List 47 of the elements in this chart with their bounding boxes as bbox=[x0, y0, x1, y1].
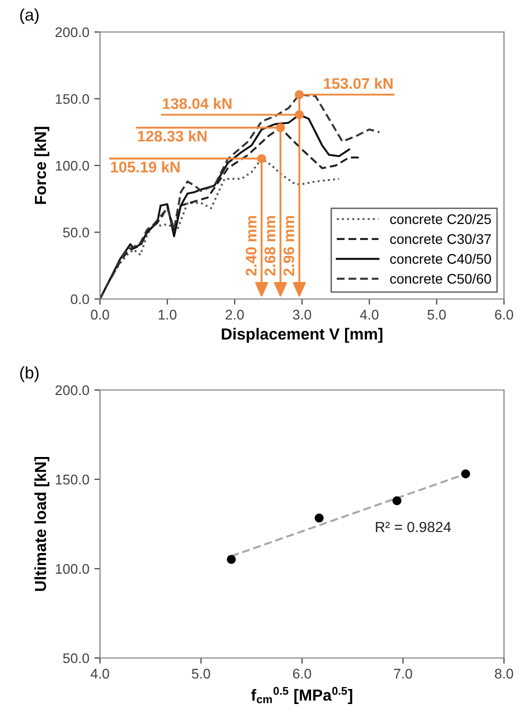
x-tick-label: 8.0 bbox=[494, 668, 514, 679]
x-tick-label: 3.0 bbox=[292, 310, 312, 320]
point bbox=[392, 496, 402, 506]
annotation: 2.68 mm bbox=[264, 216, 276, 276]
y-axis-title: Force [kN] bbox=[34, 126, 50, 204]
x-tick-label: 2.0 bbox=[226, 310, 244, 320]
y-tick-label: 100.0 bbox=[56, 564, 90, 574]
annotation: 153.07 kN bbox=[324, 78, 393, 89]
annotation: 128.33 kN bbox=[138, 130, 207, 142]
x-tick-label: 5.0 bbox=[192, 668, 210, 679]
point bbox=[276, 123, 285, 132]
point bbox=[461, 469, 470, 478]
x-tick-label: 5.0 bbox=[428, 310, 446, 320]
y-tick-label: 50.0 bbox=[63, 228, 90, 238]
x-tick-label: 0.0 bbox=[90, 310, 110, 320]
point bbox=[314, 514, 324, 523]
x-axis-title: Displacement V [mm] bbox=[222, 328, 382, 343]
chart-title: (b) bbox=[20, 366, 39, 382]
legend-label: concrete C50/60 bbox=[390, 274, 491, 284]
point bbox=[226, 554, 236, 564]
y-tick-label: 200.0 bbox=[56, 385, 90, 396]
point bbox=[257, 154, 266, 164]
point bbox=[294, 90, 304, 100]
x-tick-label: 4.0 bbox=[360, 310, 378, 320]
legend-label: concrete C40/50 bbox=[390, 254, 491, 264]
y-tick-label: 50.0 bbox=[63, 653, 90, 664]
x-tick-label: 6.0 bbox=[495, 310, 514, 320]
point bbox=[294, 110, 304, 120]
annotation: 2.40 mm bbox=[246, 216, 257, 276]
annotation: 2.96 mm bbox=[283, 216, 294, 276]
x-tick-label: 4.0 bbox=[90, 668, 110, 679]
y-tick-label: 150.0 bbox=[56, 474, 90, 485]
chart-title: (a) bbox=[20, 8, 39, 24]
y-axis-title: Ultimate load [kN] bbox=[34, 457, 50, 591]
y-tick-label: 0.0 bbox=[70, 294, 90, 304]
y-tick-label: 100.0 bbox=[56, 160, 90, 171]
x-tick-label: 6.0 bbox=[293, 668, 312, 679]
annotation: 138.04 kN bbox=[162, 98, 232, 110]
y-tick-label: 200.0 bbox=[56, 27, 90, 38]
x-axis-title: f$_{cm}$$^{0.5}$ [MPa$^{0.5}$] bbox=[251, 686, 352, 704]
y-tick-label: 150.0 bbox=[56, 94, 90, 104]
x-tick-label: 1.0 bbox=[158, 310, 176, 320]
legend-label: concrete C20/25 bbox=[390, 214, 491, 224]
legend-label: concrete C30/37 bbox=[390, 234, 491, 244]
annotation: R² = 0.9824 bbox=[376, 522, 451, 532]
annotation: 105.19 kN bbox=[111, 161, 180, 172]
x-tick-label: 7.0 bbox=[394, 668, 412, 679]
